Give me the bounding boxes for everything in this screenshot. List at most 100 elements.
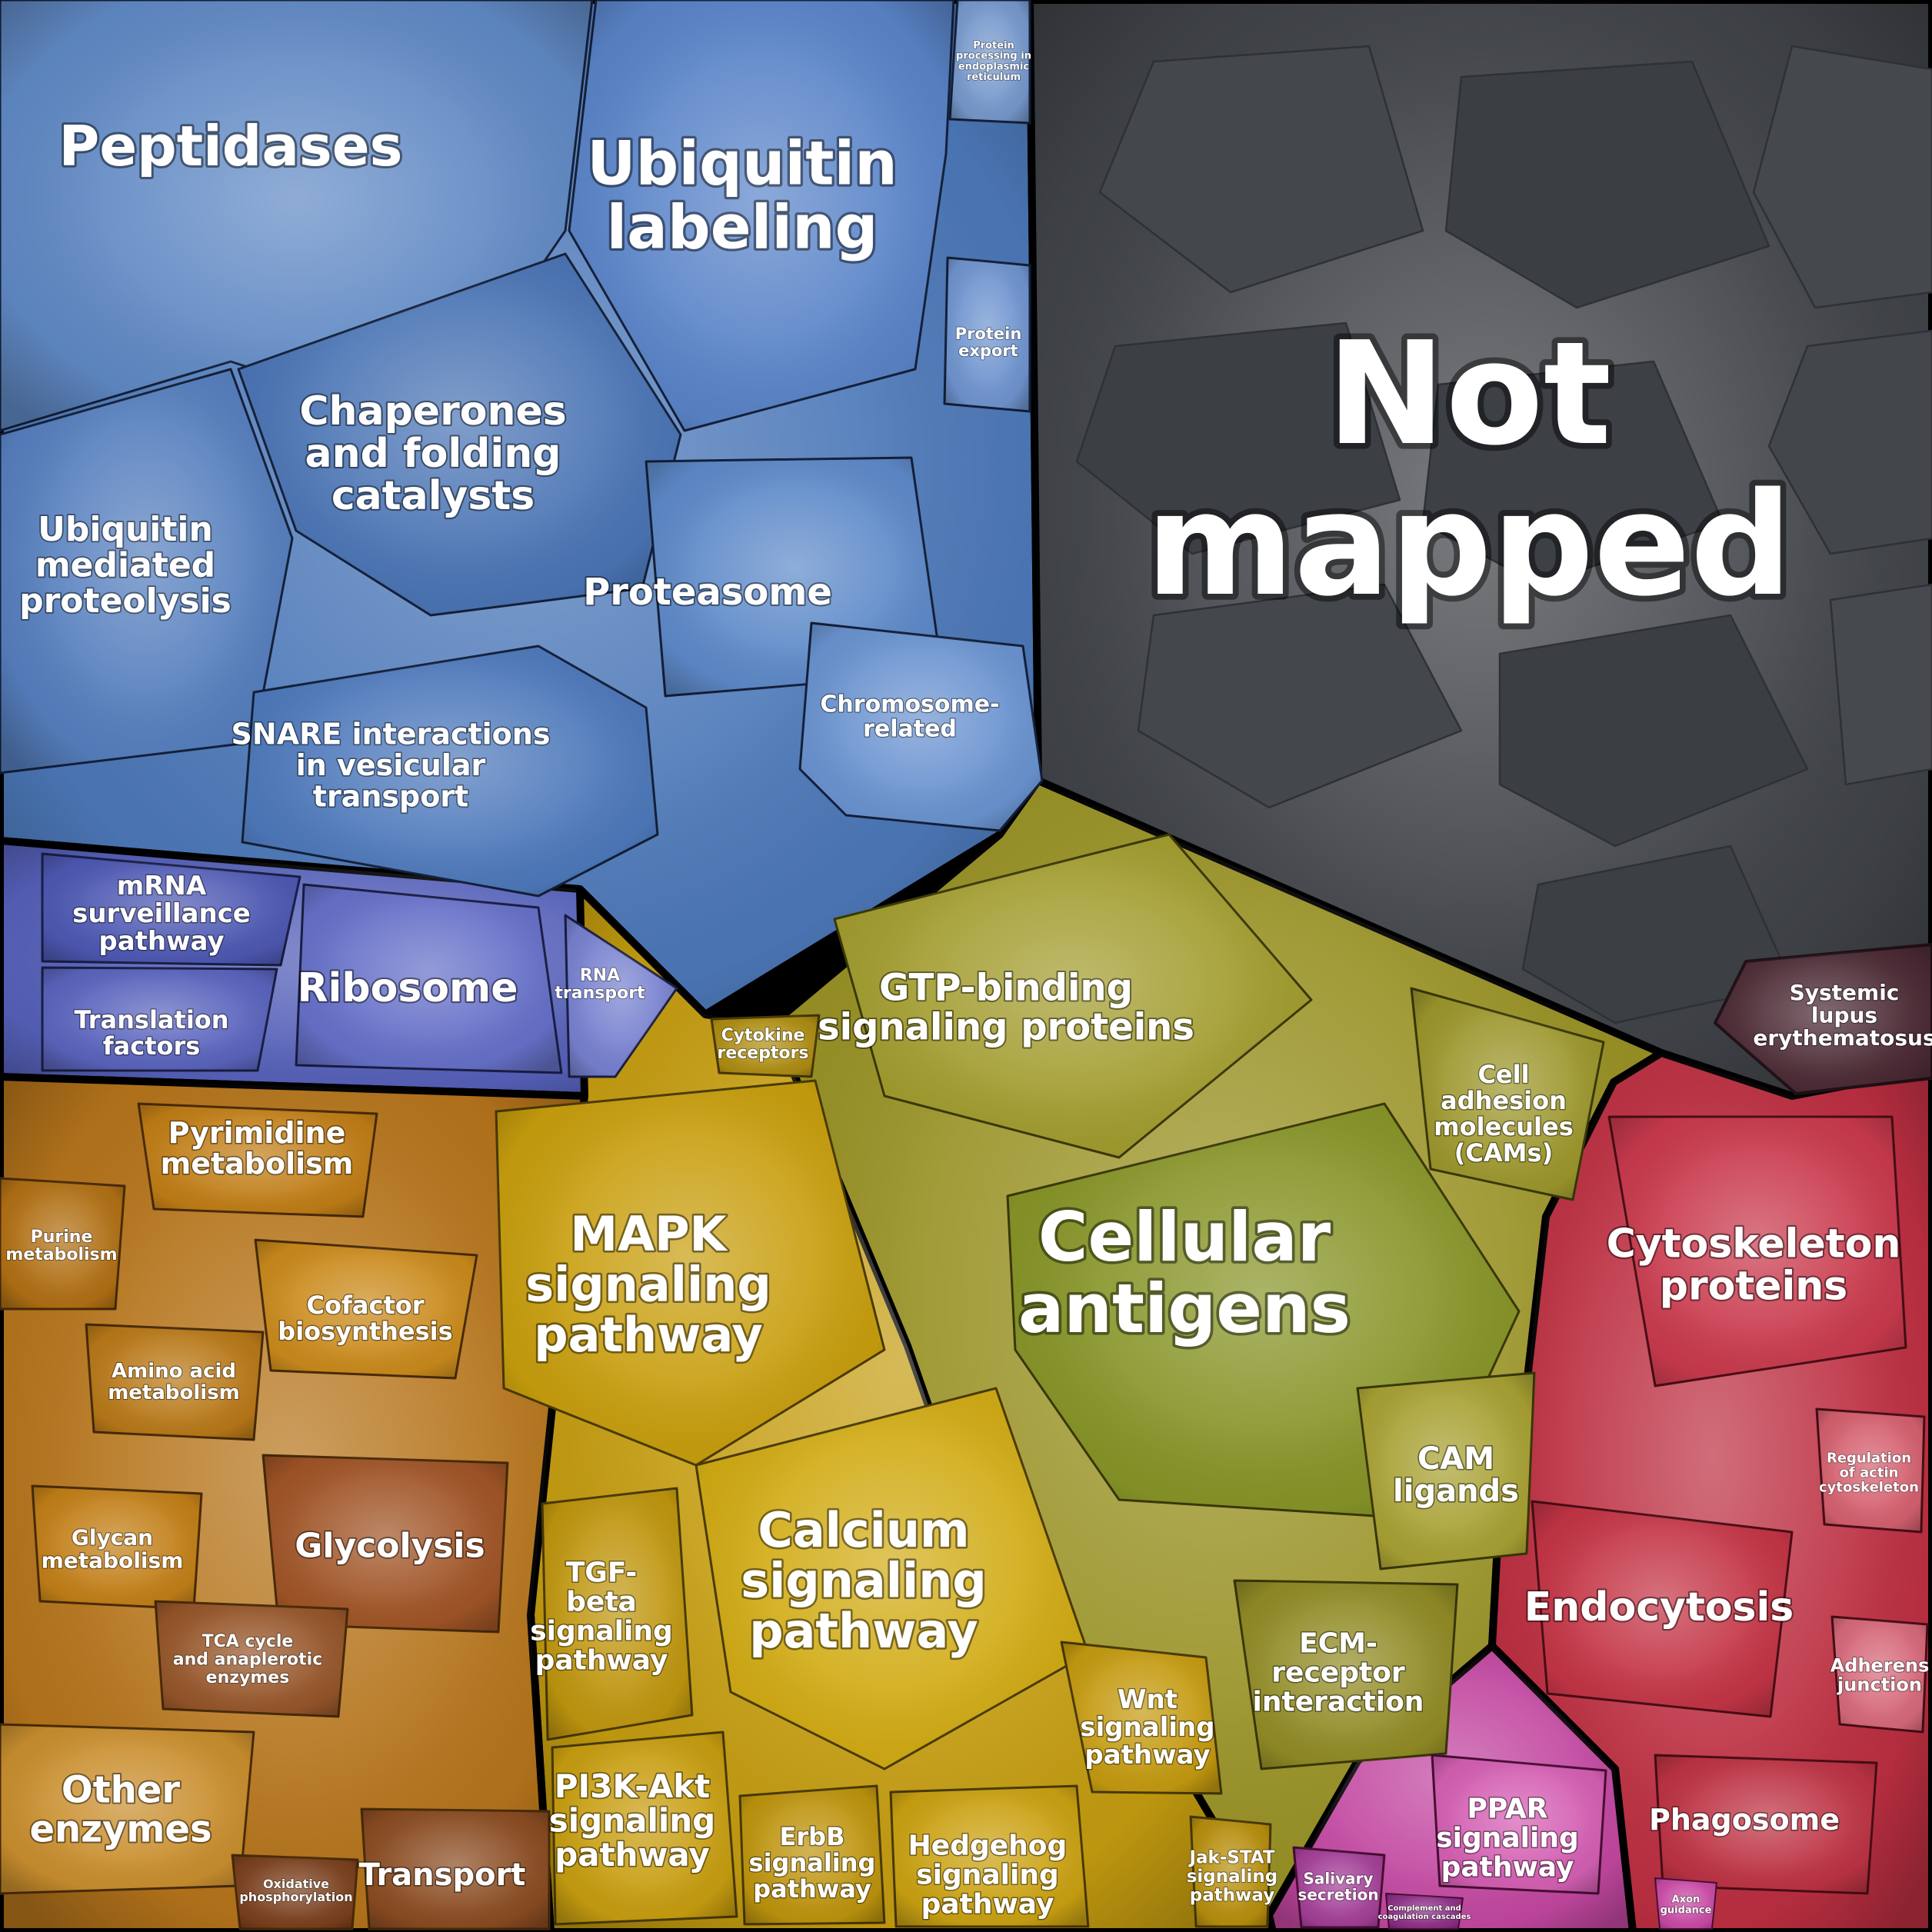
ecm-receptor-interaction-sheen [1234, 1581, 1457, 1769]
cam-ligands [1356, 1371, 1536, 1571]
notmapped-texture-7 [1137, 583, 1463, 809]
cytoskeleton-proteins-label: Cytoskeleton proteins [1607, 1221, 1901, 1309]
tgf-beta-signaling-sheen [542, 1488, 692, 1740]
cytoskeleton-proteins-sheen [1609, 1117, 1906, 1386]
ubiquitin-labeling-label: Ubiquitin labeling [587, 130, 898, 263]
transport-sheen [361, 1809, 549, 1929]
complement-coagulation-cascades-sheen [1386, 1894, 1463, 1929]
axon-guidance [1654, 1877, 1717, 1930]
snare-interactions-label: SNARE interactions in vesicular transport [232, 718, 551, 814]
ppar-signaling-sheen [1432, 1755, 1606, 1894]
translation-factors-label: Translation factors [74, 1005, 228, 1061]
erbb-signaling [738, 1784, 886, 1926]
amino-acid-metabolism-sheen [86, 1324, 263, 1440]
notmapped-texture-4 [1075, 321, 1401, 555]
notmapped-texture-1 [1098, 45, 1424, 294]
ribosome [295, 883, 563, 1074]
phagosome-label: Phagosome [1649, 1803, 1840, 1837]
other-enzymes-sheen [0, 1724, 254, 1894]
translation-factors [41, 966, 278, 1072]
wnt-signaling-label: Wnt signaling pathway [1080, 1684, 1214, 1770]
purine-metabolism-label: Purine metabolism [5, 1227, 117, 1264]
axon-guidance-sheen [1655, 1878, 1717, 1929]
endocytosis-label: Endocytosis [1524, 1584, 1794, 1631]
protein-export-sheen [944, 258, 1030, 411]
pi3k-akt-signaling-label: PI3K-Akt signaling pathway [549, 1767, 715, 1874]
oxidative-phosphorylation [231, 1854, 359, 1930]
cytokine-receptors-label: Cytokine receptors [717, 1026, 808, 1063]
jak-stat-signaling-sheen [1191, 1817, 1271, 1927]
mapk-signaling-label: MAPK signaling pathway [525, 1206, 771, 1363]
oxidative-phosphorylation-sheen [232, 1855, 358, 1929]
erbb-signaling-sheen [740, 1786, 884, 1924]
endocytosis-sheen [1532, 1501, 1792, 1717]
regulation-actin-cytoskeleton-label: Regulation of actin cytoskeleton [1819, 1450, 1919, 1495]
cytokine-receptors-sheen [711, 1015, 819, 1077]
notmapped-texture-3 [1752, 45, 1932, 309]
amino-acid-metabolism [85, 1323, 265, 1441]
cofactor-biosynthesis-sheen [255, 1240, 477, 1378]
cam-ligands-sheen [1357, 1373, 1534, 1569]
ecm-receptor-interaction [1233, 1579, 1459, 1770]
tgf-beta-signaling [541, 1487, 694, 1741]
adherens-junction [1830, 1615, 1929, 1734]
cellular-antigens-label: Cellular antigens [1018, 1198, 1351, 1348]
other-enzymes-label: Other enzymes [29, 1769, 212, 1851]
protein-processing-er-label: Protein processing in endoplasmic reticulum [956, 40, 1031, 83]
rna-transport-label: RNA transport [555, 966, 645, 1003]
chromosome-related-label: Chromosome-related [820, 691, 999, 743]
notmapped-texture-2 [1444, 60, 1770, 309]
ubiquitin-mediated-proteolysis [0, 368, 294, 774]
proteasome-label: Proteasome [583, 571, 832, 614]
axon-guidance-label: Axon guidance [1661, 1894, 1712, 1917]
glycolysis [261, 1454, 509, 1634]
systemic-lupus-erythematosus-label: Systemic lupus erythematosus [1753, 980, 1932, 1051]
regulation-actin-cytoskeleton-sheen [1817, 1409, 1924, 1532]
tca-cycle-label: TCA cycle and anaplerotic enzymes [173, 1632, 323, 1687]
amino-acid-metabolism-label: Amino acid metabolism [108, 1360, 240, 1404]
protein-processing-er-sheen [950, 0, 1030, 123]
cofactor-biosynthesis-label: Cofactor biosynthesis [278, 1291, 452, 1346]
pyrimidine-metabolism [137, 1102, 378, 1218]
salivary-secretion [1292, 1846, 1386, 1929]
ppar-signaling-label: PPAR signaling pathway [1436, 1793, 1579, 1883]
wnt-signaling-sheen [1061, 1642, 1221, 1794]
chromosome-related-sheen [800, 623, 1042, 831]
chromosome-related [798, 621, 1044, 832]
salivary-secretion-sheen [1294, 1847, 1384, 1927]
jak-stat-signaling-label: Jak-STAT signaling pathway [1187, 1848, 1278, 1906]
translation-factors-sheen [42, 968, 277, 1071]
hedgehog-signaling-label: Hedgehog signaling pathway [908, 1830, 1068, 1920]
glycan-metabolism-sheen [32, 1486, 202, 1609]
adherens-junction-label: Adherens junction [1830, 1654, 1930, 1695]
region-not-mapped-label: Not mapped [1146, 311, 1792, 628]
hedgehog-signaling-sheen [891, 1786, 1088, 1927]
pi3k-akt-signaling [551, 1730, 738, 1926]
tca-cycle-sheen [155, 1601, 348, 1717]
ecm-receptor-interaction-label: ECM-receptor interaction [1253, 1627, 1424, 1717]
pyrimidine-metabolism-label: Pyrimidine metabolism [161, 1116, 354, 1181]
adherens-junction-sheen [1832, 1617, 1927, 1732]
cell-adhesion-molecules-label: Cell adhesion molecules (CAMs) [1434, 1060, 1573, 1168]
pyrimidine-metabolism-sheen [138, 1104, 377, 1217]
tgf-beta-signaling-label: TGF-beta signaling pathway [530, 1557, 673, 1676]
pi3k-akt-signaling-sheen [552, 1732, 737, 1924]
snare-interactions [241, 645, 659, 898]
peptidases-label: Peptidases [59, 114, 403, 178]
mrna-surveillance-label: mRNA surveillance pathway [72, 871, 251, 957]
glycan-metabolism-label: Glycan metabolism [42, 1525, 184, 1574]
notmapped-texture-6 [1421, 360, 1724, 586]
hedgehog-signaling [889, 1784, 1090, 1928]
wnt-signaling [1060, 1641, 1223, 1795]
cofactor-biosynthesis [254, 1238, 478, 1380]
other-enzymes [0, 1723, 255, 1895]
notmapped-texture-9 [1829, 583, 1932, 786]
mrna-surveillance [41, 852, 301, 967]
erbb-signaling-label: ErbB signaling pathway [749, 1822, 876, 1904]
jak-stat-signaling [1189, 1815, 1272, 1928]
calcium-signaling-label: Calcium signaling pathway [741, 1502, 987, 1659]
phagosome [1654, 1754, 1878, 1895]
purine-metabolism-sheen [0, 1178, 125, 1309]
ubiquitin-mediated-proteolysis-sheen [0, 369, 292, 773]
